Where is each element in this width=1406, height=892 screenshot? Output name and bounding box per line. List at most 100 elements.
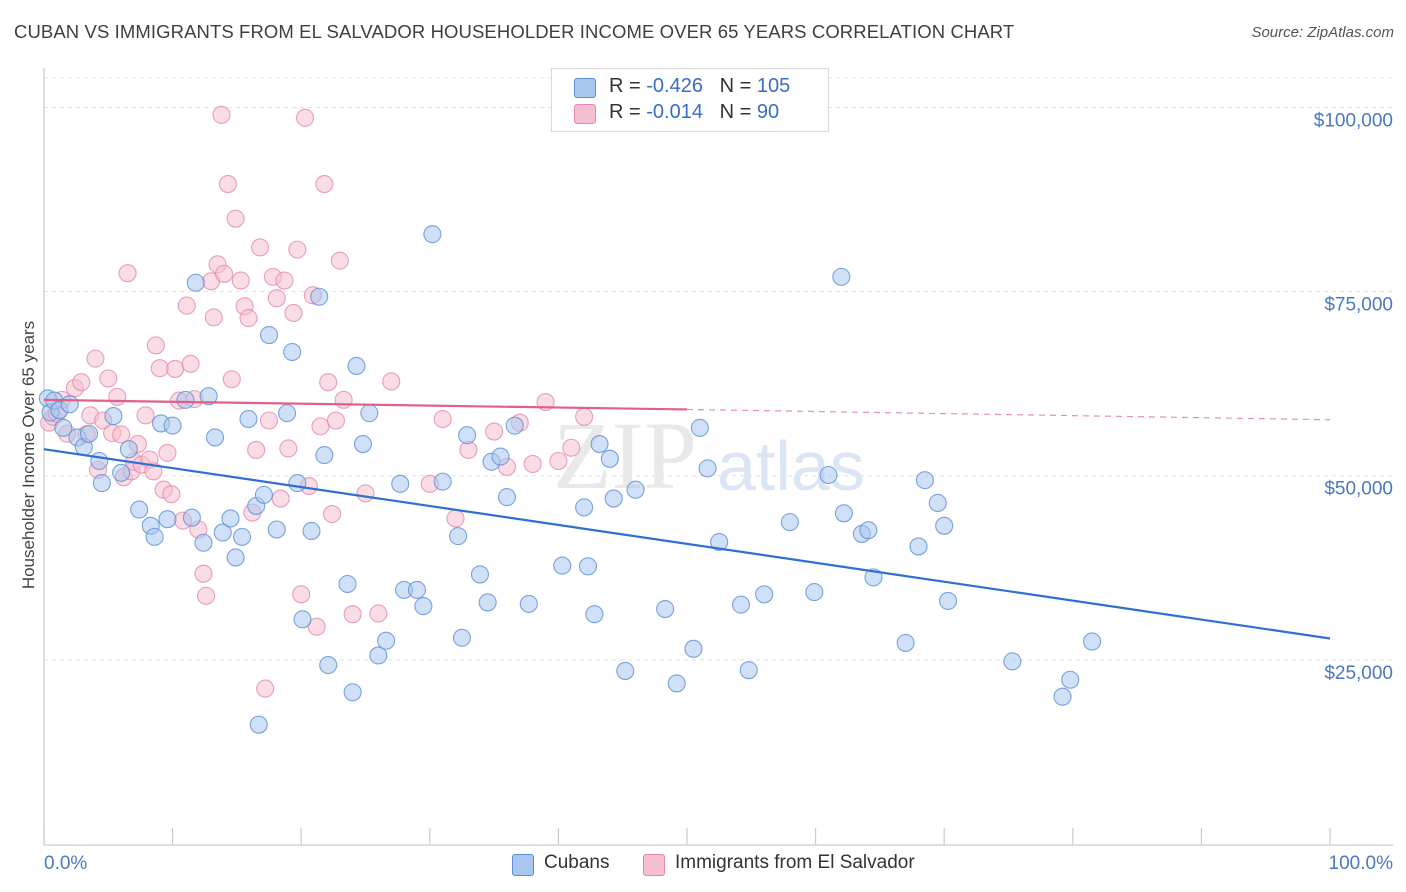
cubans-point [1061,670,1080,689]
cubans-point [859,521,878,540]
salvador-point [247,440,266,460]
cubans-point [130,500,149,519]
salvador-point [307,617,326,636]
cubans-point [343,683,362,702]
cubans-point [194,533,213,552]
salvador-point [369,604,388,623]
salvador-point [214,264,234,283]
cubans-point [939,591,958,610]
cubans-point [585,605,604,624]
salvador-point [275,271,294,290]
cubans-point [283,342,302,362]
y-axis-label: Householder Income Over 65 years [19,321,38,589]
cubans-point [690,418,709,437]
cubans-point [616,661,635,680]
salvador-point [311,417,330,436]
salvador-point [284,303,303,323]
salvador-point [382,372,401,391]
cubans-point [928,493,947,513]
cubans-point [1083,632,1102,651]
salvador-trend-extension [686,408,1331,421]
cubans-point [423,225,442,244]
cubans-point [353,435,372,454]
salvador-point [86,349,105,368]
cubans-point [213,523,232,542]
cubans-point [909,537,928,556]
cubans-point [1053,687,1072,706]
salvador-point [250,238,270,257]
salvador-point [259,411,279,430]
salvador-point [343,605,362,624]
cubans-point [710,532,729,552]
cubans-point [239,409,258,429]
salvador-swatch [574,104,596,124]
legend-r-value: -0.014 [646,101,703,123]
salvador-point [292,585,311,604]
cubans-point [90,451,109,471]
salvador-point [181,354,200,373]
cubans-point [935,516,954,535]
cubans-point [407,580,426,599]
cubans-point [590,435,609,454]
cubans-point [221,509,240,528]
cubans-point [249,715,268,734]
cubans-point [310,287,329,306]
cubans-point [915,471,934,490]
cubans-point [604,489,623,508]
cubans-point [864,568,883,587]
data-points [38,105,1102,734]
cubans-point [600,449,619,468]
salvador-point [334,390,353,409]
x-tick-right: 100.0% [1329,853,1394,874]
cubans-point [449,527,468,546]
cubans-point [163,416,182,435]
salvador-point [267,289,286,308]
gridlines [44,77,1393,661]
cubans-point [698,459,717,478]
salvador-point [162,485,181,504]
y-tick-label: $100,000 [1314,110,1393,131]
chart-source: Source: ZipAtlas.com [1251,24,1394,41]
cubans-point [369,646,388,665]
legend-n-label: N = [719,75,757,97]
axes [43,68,1393,846]
salvador-point [296,108,315,127]
salvador-point [485,422,504,441]
salvador-point [204,308,223,327]
x-tick-left: 0.0% [44,853,87,874]
salvador-point [118,264,137,283]
cubans-point [553,556,572,575]
cubans-point [684,639,703,658]
salvador-point [158,443,177,462]
cubans-point [575,498,594,517]
salvador-point [326,411,345,430]
cubans-point [338,574,357,594]
cubans-point [60,395,79,414]
salvador-point [288,240,307,259]
cubans-point [267,520,286,539]
salvador-point [239,309,258,328]
cubans-point [391,474,410,493]
salvador-point [194,564,213,583]
salvador-point [112,425,131,444]
salvador-point [196,586,216,605]
cubans-point [377,631,396,650]
legend-n-value: 105 [756,75,791,97]
salvador-point [256,679,275,698]
cubans-point [176,390,195,409]
salvador-legend-swatch [643,854,665,876]
cubans-point [478,593,497,612]
salvador-point [279,439,298,458]
cubans-point [414,597,433,616]
salvador-point [271,489,290,508]
cubans-point [452,628,472,647]
salvador-point [146,336,165,355]
cubans-point [731,595,751,614]
y-tick-label: $75,000 [1324,295,1393,316]
salvador-point [433,409,452,429]
salvador-point [315,175,334,194]
cubans-legend-swatch [512,854,534,876]
cubans-point [656,599,675,619]
salvador-point [319,373,338,392]
salvador-point [150,359,169,378]
